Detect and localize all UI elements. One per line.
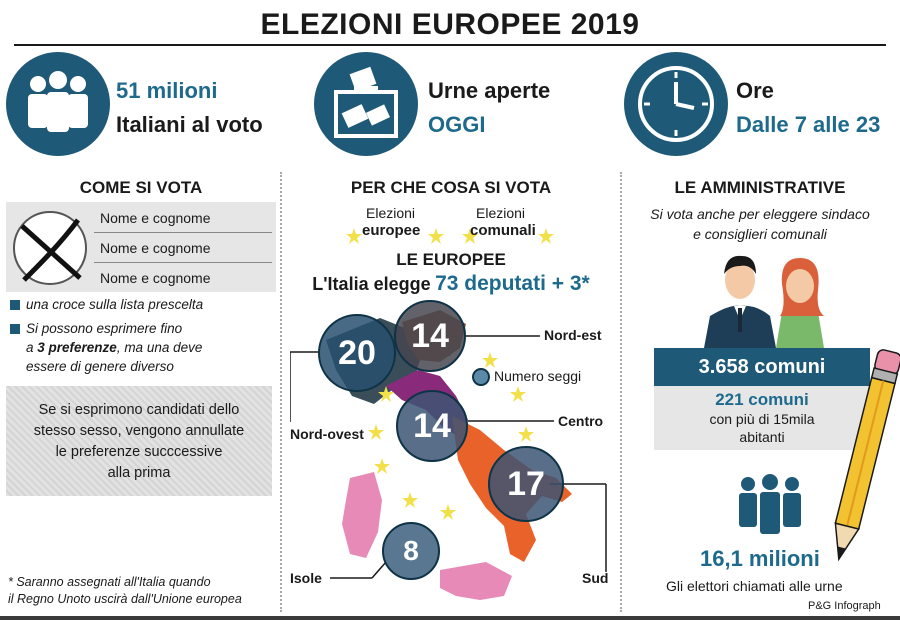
amministrative-description: Si vota anche per eleggere sindaco e con… bbox=[624, 204, 896, 244]
column-divider-right bbox=[620, 172, 622, 612]
stat-urne-value: OGGI bbox=[428, 112, 486, 137]
label-sud: Sud bbox=[582, 570, 609, 586]
seats-nord-ovest: 20 bbox=[318, 314, 396, 392]
come-si-vota-heading: COME SI VOTA bbox=[79, 178, 203, 197]
warning-text: Se si esprimono candidati dello stesso s… bbox=[6, 400, 272, 484]
rule-cross: una croce sulla lista prescelta bbox=[26, 297, 204, 312]
amministrative-desc-line: Si vota anche per eleggere sindaco bbox=[650, 206, 870, 222]
label-nord-est: Nord-est bbox=[544, 327, 602, 343]
ballot-box-icon bbox=[314, 52, 418, 156]
warning-line: Se si esprimono candidati dello bbox=[38, 402, 240, 418]
warning-box bbox=[6, 386, 272, 496]
per-che-cosa-heading: PER CHE COSA SI VOTA bbox=[350, 178, 552, 197]
seats-isole: 8 bbox=[382, 522, 440, 580]
seats-centro: 14 bbox=[396, 390, 468, 462]
people-group-icon bbox=[6, 52, 110, 156]
seats-nord-est: 14 bbox=[394, 300, 466, 372]
leader-isole-d bbox=[371, 561, 387, 579]
pencil-icon bbox=[834, 349, 900, 562]
rule-prefix: a bbox=[26, 340, 38, 355]
seats-summary-value: 73 deputati + 3* bbox=[435, 272, 590, 295]
ballot-line-2 bbox=[94, 262, 272, 263]
electors-group-icon bbox=[739, 474, 801, 534]
option-europee-top: Elezioni bbox=[366, 205, 416, 221]
rule-suffix: , ma una deve bbox=[116, 340, 203, 355]
title-divider bbox=[14, 44, 886, 46]
rule-preferences-line1: Si possono esprimere fino bbox=[26, 321, 183, 336]
seats-summary-prefix: L'Italia elegge bbox=[312, 274, 431, 294]
warning-line: alla prima bbox=[107, 465, 171, 481]
big-comuni-desc-line: abitanti bbox=[739, 429, 785, 445]
credit: P&G Infograph bbox=[808, 600, 881, 612]
rule-bold: 3 preferenze bbox=[37, 340, 117, 355]
stat-ore-label: Ore bbox=[736, 78, 774, 103]
clock-icon bbox=[624, 52, 728, 156]
electors-desc: Gli elettori chiamati alle urne bbox=[666, 578, 843, 594]
bullet-icon bbox=[10, 324, 20, 334]
mayor-and-councillor-icon bbox=[704, 255, 824, 348]
footnote-line: * Saranno assegnati all'Italia quando bbox=[8, 575, 211, 589]
ballot-line-1 bbox=[94, 232, 272, 233]
rule-preferences-line3: essere di genere diverso bbox=[26, 359, 174, 374]
seats-legend-icon bbox=[472, 368, 490, 386]
seats-summary: L'Italia elegge 73 deputati + 3* bbox=[284, 272, 618, 296]
region-sicily-shape bbox=[440, 562, 512, 600]
stat-urne-label: Urne aperte bbox=[428, 78, 551, 103]
footnote: * Saranno assegnati all'Italia quando il… bbox=[8, 574, 242, 608]
region-sardinia-shape bbox=[342, 472, 382, 558]
option-europee-bottom: europee bbox=[362, 222, 421, 239]
amministrative-heading: LE AMMINISTRATIVE bbox=[674, 178, 846, 197]
big-comuni-value: 221 comuni bbox=[715, 390, 809, 409]
comuni-count-bar: 3.658 comuni bbox=[654, 348, 870, 386]
rule-preferences-line2: a 3 preferenze, ma una deve bbox=[26, 338, 202, 357]
seats-legend-label: Numero seggi bbox=[494, 368, 582, 384]
page-title: ELEZIONI EUROPEE 2019 bbox=[260, 8, 640, 41]
column-divider-left bbox=[280, 172, 282, 612]
le-europee-heading: LE EUROPEE bbox=[396, 250, 506, 269]
option-comunali-top: Elezioni bbox=[476, 205, 526, 221]
ballot-name-2: Nome e cognome bbox=[100, 240, 211, 256]
big-comuni-desc-line: con più di 15mila bbox=[709, 411, 815, 427]
ballot-name-3: Nome e cognome bbox=[100, 270, 211, 286]
warning-line: le preferenze succcessive bbox=[55, 444, 223, 460]
stat-voters-value: 51 milioni bbox=[116, 78, 218, 103]
stat-ore-value: Dalle 7 alle 23 bbox=[736, 112, 881, 137]
bullet-icon bbox=[10, 300, 20, 310]
electors-value: 16,1 milioni bbox=[700, 546, 820, 571]
seats-sud: 17 bbox=[488, 446, 564, 522]
bottom-bar bbox=[0, 616, 900, 620]
ballot-name-1: Nome e cognome bbox=[100, 210, 211, 226]
label-nord-ovest: Nord-ovest bbox=[290, 426, 364, 442]
big-comuni-box bbox=[654, 386, 870, 450]
warning-line: stesso sesso, vengono annullate bbox=[33, 423, 245, 439]
label-centro: Centro bbox=[558, 413, 604, 429]
label-isole: Isole bbox=[290, 570, 322, 586]
stat-voters-label: Italiani al voto bbox=[116, 112, 263, 137]
option-comunali-bottom: comunali bbox=[470, 222, 536, 239]
stars-decoration bbox=[346, 228, 554, 244]
amministrative-desc-line: e consiglieri comunali bbox=[693, 226, 827, 242]
footnote-line: il Regno Unoto uscirà dall'Unione europe… bbox=[8, 592, 242, 606]
cross-mark-icon bbox=[13, 211, 87, 285]
big-comuni-desc: con più di 15mila abitanti bbox=[654, 410, 870, 446]
